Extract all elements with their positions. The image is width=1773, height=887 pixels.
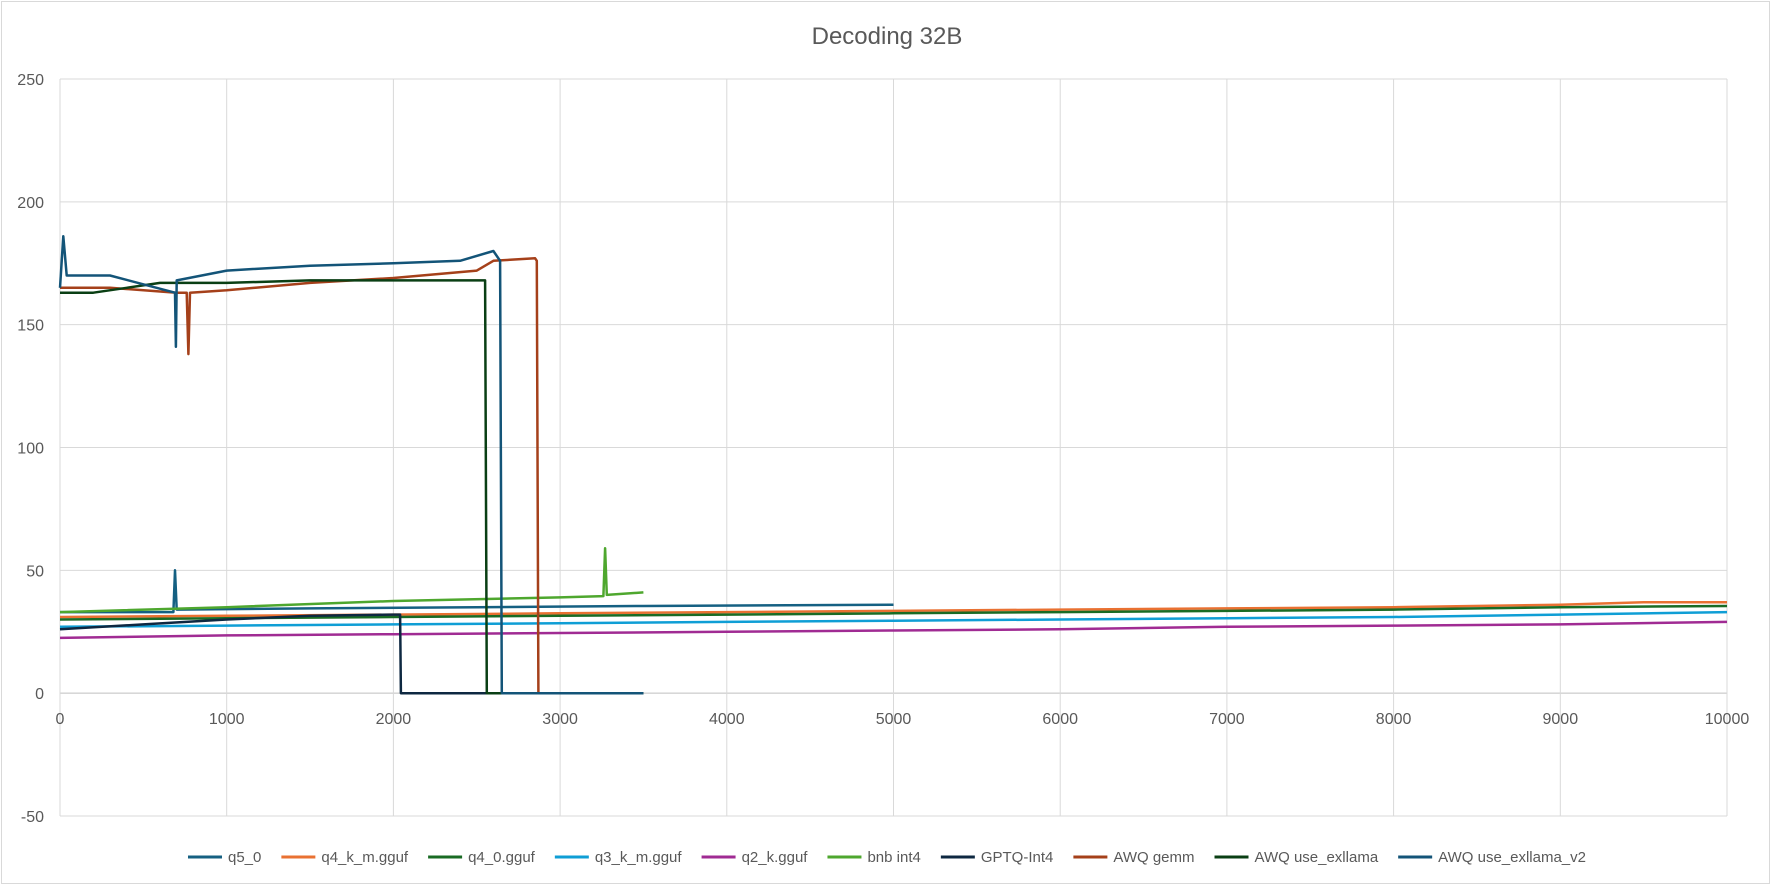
legend-item: bnb int4 [827,849,921,866]
legend-item: q4_0.gguf [428,849,536,866]
y-tick-label: -50 [21,809,44,826]
series-line-0 [60,569,894,614]
y-axis-ticks: 250 200 150 100 50 0 -50 [17,72,44,826]
legend-item: AWQ use_exllama_v2 [1398,849,1586,866]
legend-label: bnb int4 [867,849,920,866]
x-tick-label: 8000 [1376,711,1412,728]
series-lines [58,234,1728,695]
legend-label: q3_k_m.gguf [595,849,683,866]
series-line-7 [60,257,644,695]
chart-title: Decoding 32B [812,23,963,50]
series-line-3 [59,610,1728,629]
y-tick-label: 50 [26,563,44,580]
legend-label: q4_k_m.gguf [321,849,409,866]
x-tick-label: 7000 [1209,711,1245,728]
legend-item: GPTQ-Int4 [940,849,1054,866]
legend-item: q3_k_m.gguf [554,849,683,866]
legend-item: q5_0 [187,849,261,866]
series-line-4 [59,620,1728,640]
series-line-9 [58,234,644,695]
x-tick-label: 9000 [1543,711,1579,728]
x-tick-label: 2000 [376,711,412,728]
y-tick-label: 0 [35,686,44,703]
x-axis-ticks: 0 1000 2000 3000 4000 5000 6000 7000 8000 9000 100… [56,711,1750,728]
y-tick-label: 150 [17,318,44,335]
legend-item: AWQ gemm [1073,849,1195,866]
legend-label: q2_k.gguf [742,849,809,866]
x-tick-label: 3000 [542,711,578,728]
legend-item: AWQ use_exllama [1214,849,1379,866]
legend-label: AWQ gemm [1113,849,1194,866]
legend-label: q5_0 [228,849,261,866]
legend-item: q2_k.gguf [701,849,809,866]
legend-label: GPTQ-Int4 [981,849,1054,866]
grid [59,78,1728,817]
legend-label: AWQ use_exllama [1255,849,1379,866]
x-tick-label: 4000 [709,711,745,728]
series-line-6 [59,613,644,695]
series-line-8 [60,279,644,695]
legend: q5_0 q4_k_m.gguf q4_0.gguf q3_k_m.gguf q2_k.… [187,849,1586,866]
x-tick-label: 0 [56,711,65,728]
x-tick-label: 5000 [876,711,912,728]
series-line-5 [59,546,644,614]
legend-label: q4_0.gguf [468,849,536,866]
y-tick-label: 200 [17,195,44,212]
y-tick-label: 100 [17,441,44,458]
legend-label: AWQ use_exllama_v2 [1438,849,1586,866]
legend-item: q4_k_m.gguf [281,849,409,866]
x-tick-label: 6000 [1042,711,1078,728]
y-tick-label: 250 [17,72,44,89]
x-tick-label: 10000 [1705,711,1750,728]
series-line-2 [59,604,1728,621]
x-tick-label: 1000 [209,711,245,728]
